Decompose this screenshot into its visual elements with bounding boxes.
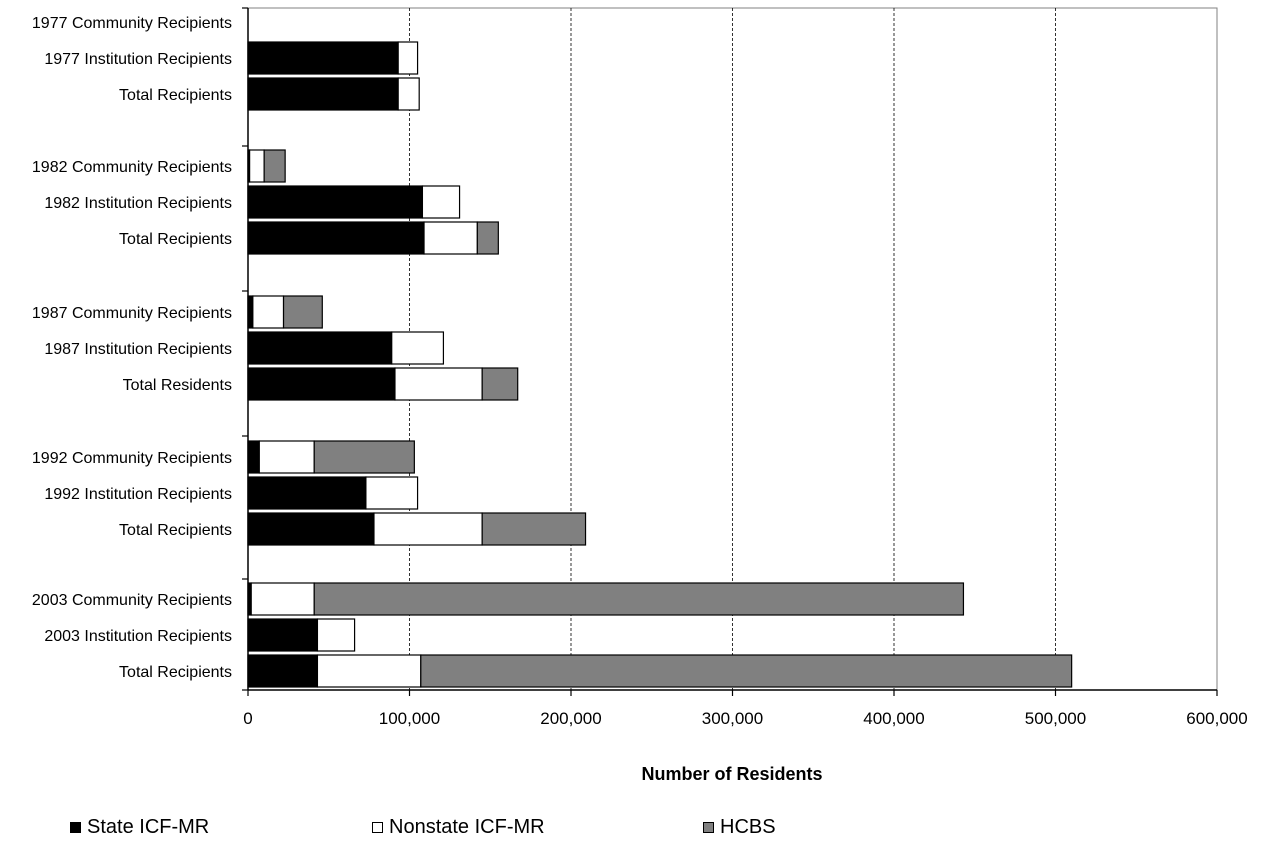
bar-nonstate-icf-mr — [397, 41, 419, 75]
category-label: 2003 Institution Recipients — [44, 628, 232, 645]
bar-nonstate-icf-mr — [394, 367, 483, 401]
category-label: 1992 Community Recipients — [32, 450, 232, 467]
bar-state-icf-mr — [247, 221, 425, 255]
x-tick-label: 500,000 — [1025, 709, 1086, 728]
bar-nonstate-icf-mr — [249, 149, 265, 183]
bar-nonstate-icf-mr — [365, 476, 419, 510]
bar-state-icf-mr — [247, 367, 396, 401]
bar-nonstate-icf-mr — [421, 185, 461, 219]
legend-item-state-icf-mr: State ICF-MR — [70, 816, 209, 839]
category-label: 1987 Community Recipients — [32, 305, 232, 322]
legend: State ICF-MR Nonstate ICF-MR HCBS — [0, 816, 1275, 846]
category-label: 1982 Community Recipients — [32, 159, 232, 176]
bar-hcbs — [420, 654, 1073, 688]
x-axis-title: Number of Residents — [641, 764, 822, 784]
bar-state-icf-mr — [247, 654, 319, 688]
bar-state-icf-mr — [247, 331, 393, 365]
bar-hcbs — [263, 149, 286, 183]
bar-hcbs — [313, 582, 965, 616]
legend-item-nonstate-icf-mr: Nonstate ICF-MR — [372, 816, 545, 839]
legend-swatch-hcbs — [703, 822, 714, 833]
x-tick-label: 400,000 — [863, 709, 924, 728]
category-label: 1992 Institution Recipients — [44, 486, 232, 503]
legend-swatch-state-icf-mr — [70, 822, 81, 833]
category-label: Total Recipients — [119, 664, 232, 681]
bar-nonstate-icf-mr — [373, 512, 483, 546]
chart: 1977 Community Recipients 1977 Institutio… — [32, 7, 1248, 784]
category-label: 1977 Community Recipients — [32, 15, 232, 32]
bar-nonstate-icf-mr — [316, 654, 422, 688]
bar-state-icf-mr — [247, 440, 260, 474]
bar-state-icf-mr — [247, 618, 319, 652]
x-tick-label: 600,000 — [1186, 709, 1247, 728]
legend-label: HCBS — [720, 816, 776, 838]
x-tick-label: 100,000 — [379, 709, 440, 728]
category-label: 1987 Institution Recipients — [44, 341, 232, 358]
bar-state-icf-mr — [247, 185, 424, 219]
x-tick-label: 300,000 — [702, 709, 763, 728]
tick-labels: 0 100,000 200,000 300,000 400,000 500,000 600,… — [243, 709, 1247, 728]
bar-state-icf-mr — [247, 476, 367, 510]
category-label: Total Residents — [123, 377, 232, 394]
bar-state-icf-mr — [247, 77, 399, 111]
bar-nonstate-icf-mr — [258, 440, 315, 474]
bar-hcbs — [282, 295, 323, 329]
legend-label: Nonstate ICF-MR — [389, 816, 545, 838]
category-labels: 1977 Community Recipients 1977 Institutio… — [32, 15, 232, 681]
bar-hcbs — [481, 367, 519, 401]
bar-hcbs — [313, 440, 415, 474]
category-label: 1977 Institution Recipients — [44, 51, 232, 68]
bar-nonstate-icf-mr — [391, 331, 445, 365]
bar-nonstate-icf-mr — [316, 618, 356, 652]
bar-state-icf-mr — [247, 41, 399, 75]
x-tick-label: 200,000 — [540, 709, 601, 728]
legend-swatch-nonstate-icf-mr — [372, 822, 383, 833]
bar-nonstate-icf-mr — [250, 582, 315, 616]
legend-label: State ICF-MR — [87, 816, 210, 838]
category-label: Total Recipients — [119, 522, 232, 539]
category-label: Total Recipients — [119, 87, 232, 104]
bar-nonstate-icf-mr — [423, 221, 478, 255]
axes — [242, 7, 1218, 696]
bars — [247, 41, 1073, 688]
x-tick-label: 0 — [243, 709, 252, 728]
bar-hcbs — [481, 512, 587, 546]
bar-state-icf-mr — [247, 512, 375, 546]
bar-hcbs — [476, 221, 499, 255]
category-label: 1982 Institution Recipients — [44, 195, 232, 212]
bar-nonstate-icf-mr — [252, 295, 285, 329]
legend-item-hcbs: HCBS — [703, 816, 776, 839]
category-label: Total Recipients — [119, 231, 232, 248]
category-label: 2003 Community Recipients — [32, 592, 232, 609]
bar-nonstate-icf-mr — [397, 77, 420, 111]
